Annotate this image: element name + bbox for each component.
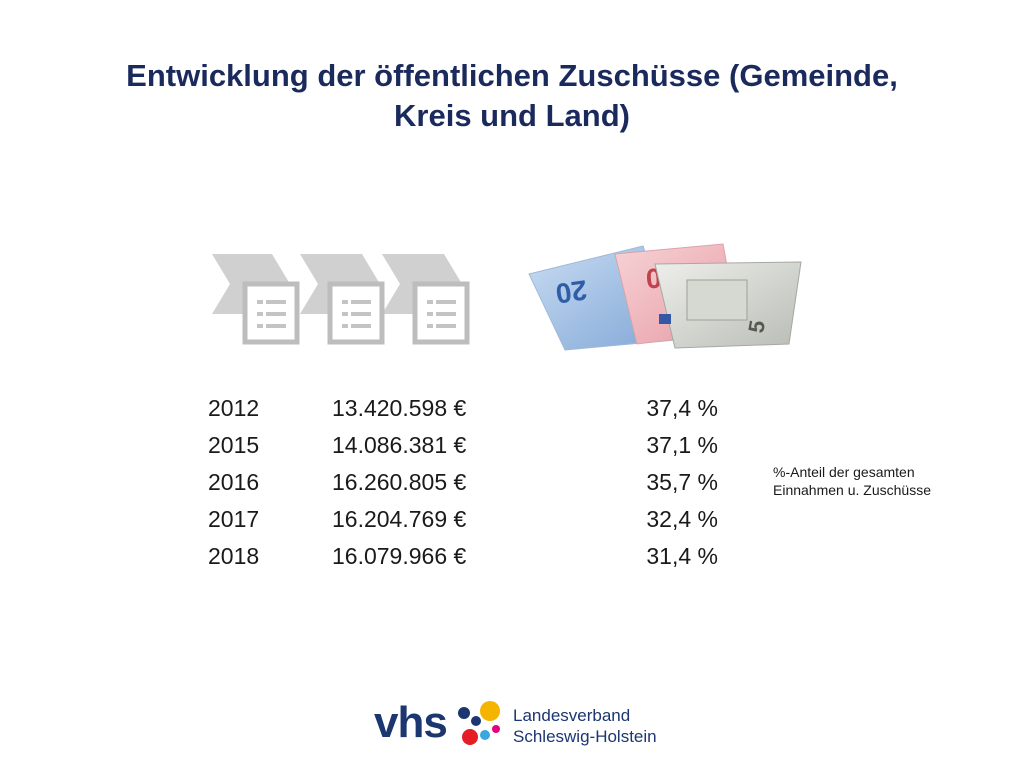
vhs-wordmark: vhs	[374, 698, 448, 747]
vhs-logo: vhs Landesverband Schleswig-Holstein	[374, 697, 674, 753]
percent-cell: 31,4 %	[646, 543, 718, 569]
org-name: Landesverband Schleswig-Holstein	[513, 705, 657, 747]
table-row: 2017 16.204.769 € 32,4 %	[208, 501, 718, 538]
year-cell: 2017	[208, 506, 260, 532]
title-line-1: Entwicklung der öffentlichen Zuschüsse (…	[126, 58, 898, 93]
year-cell: 2012	[208, 395, 260, 421]
year-cell: 2016	[208, 469, 260, 495]
svg-text:20: 20	[554, 274, 589, 309]
percent-cell: 35,7 %	[646, 469, 718, 495]
amount-cell: 16.204.769 €	[332, 506, 467, 532]
year-cell: 2015	[208, 432, 260, 458]
percent-cell: 37,1 %	[646, 432, 718, 458]
year-cell: 2018	[208, 543, 260, 569]
amount-cell: 16.260.805 €	[332, 469, 467, 495]
subsidy-table: 2012 13.420.598 € 37,4 % 2015 14.086.381…	[208, 390, 718, 575]
percent-cell: 37,4 %	[646, 395, 718, 421]
amount-cell: 16.079.966 €	[332, 543, 467, 569]
table-row: 2012 13.420.598 € 37,4 %	[208, 390, 718, 427]
percent-cell: 32,4 %	[646, 506, 718, 532]
org-name-line-1: Landesverband	[513, 706, 631, 725]
svg-text:5: 5	[743, 318, 770, 334]
title-line-2: Kreis und Land)	[394, 98, 630, 133]
vhs-dots-icon	[458, 701, 500, 745]
process-document-icon	[212, 254, 470, 345]
note-line-1: %-Anteil der gesamten	[773, 464, 915, 480]
amount-cell: 14.086.381 €	[332, 432, 467, 458]
amount-cell: 13.420.598 €	[332, 395, 467, 421]
table-row: 2016 16.260.805 € 35,7 %	[208, 464, 718, 501]
table-row: 2015 14.086.381 € 37,1 %	[208, 427, 718, 464]
note-line-2: Einnahmen u. Zuschüsse	[773, 482, 931, 498]
org-name-line-2: Schleswig-Holstein	[513, 727, 657, 746]
page-title: Entwicklung der öffentlichen Zuschüsse (…	[60, 56, 964, 136]
euro-banknotes-image: 20 10 5	[528, 243, 802, 351]
percent-share-note: %-Anteil der gesamten Einnahmen u. Zusch…	[773, 463, 931, 499]
banknote-5: 5	[654, 261, 802, 349]
table-row: 2018 16.079.966 € 31,4 %	[208, 538, 718, 575]
